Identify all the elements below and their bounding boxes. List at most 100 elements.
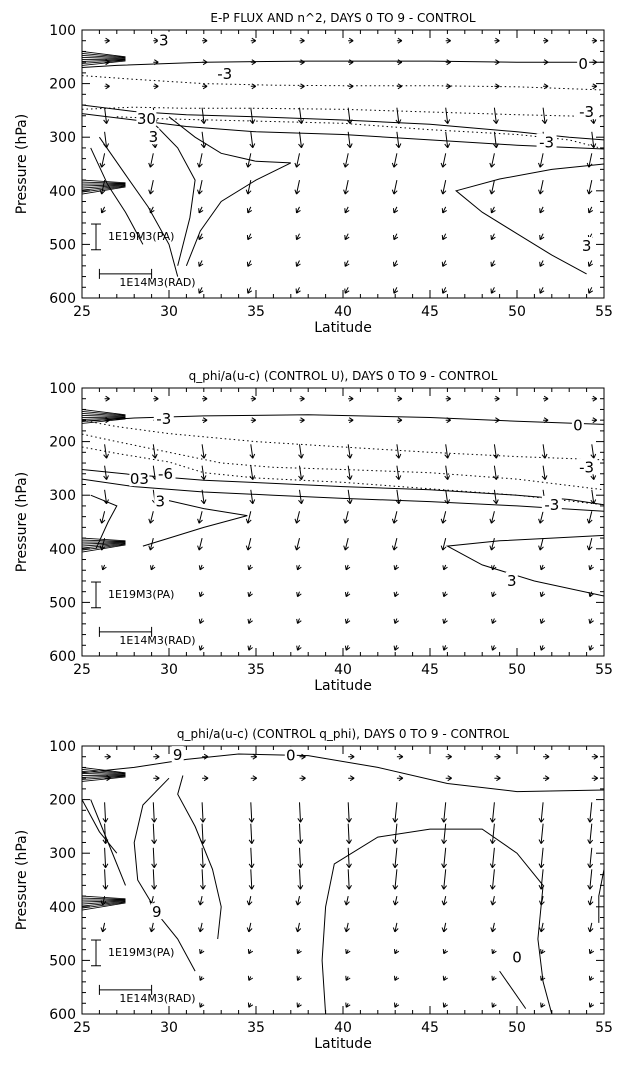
flux-arrow — [104, 37, 110, 44]
contour-label: 3 — [582, 237, 592, 255]
flux-arrow — [153, 37, 159, 44]
contour-line — [82, 753, 604, 793]
flux-arrow — [295, 922, 302, 933]
flux-arrow — [348, 417, 354, 424]
contour-line — [82, 53, 126, 58]
flux-arrow — [494, 37, 500, 44]
flux-arrow — [344, 564, 351, 571]
contour-label-bg — [284, 746, 297, 763]
flux-arrow — [99, 537, 106, 551]
flux-arrow — [200, 107, 207, 125]
contour-line — [82, 415, 126, 417]
flux-arrow — [294, 537, 301, 551]
contour-line — [82, 537, 126, 542]
contour-line — [82, 106, 604, 118]
flux-arrow — [197, 537, 203, 551]
contour-line — [455, 163, 604, 275]
plot-area: 0 9 9 0 — [82, 746, 604, 1014]
flux-arrow — [250, 417, 257, 424]
flux-arrow — [541, 465, 548, 481]
flux-arrow — [150, 564, 156, 571]
contour-line — [82, 775, 126, 778]
flux-arrow — [491, 1002, 497, 1008]
flux-arrow — [586, 153, 593, 168]
flux-arrow — [392, 802, 399, 823]
flux-arrow — [99, 511, 106, 524]
flux-arrow — [441, 823, 447, 845]
flux-arrow — [247, 1002, 254, 1008]
flux-arrow — [543, 83, 549, 90]
flux-arrow — [198, 206, 204, 214]
flux-arrow — [299, 83, 305, 90]
flux-arrow — [346, 489, 353, 505]
flux-arrow — [348, 59, 354, 66]
flux-arrow — [102, 847, 109, 869]
flux-arrow — [348, 753, 355, 760]
flux-arrow — [296, 948, 302, 955]
flux-arrow — [246, 922, 253, 933]
y-axis-label: Pressure (hPa) — [14, 472, 30, 572]
flux-arrow — [202, 83, 208, 90]
flux-arrow — [444, 489, 451, 505]
flux-arrow — [490, 206, 496, 214]
flux-arrow — [539, 564, 546, 571]
flux-arrow — [103, 465, 109, 481]
scale-label-horizontal: 1E14M3(RAD) — [119, 634, 195, 647]
flux-arrow — [245, 179, 252, 195]
contour-line — [151, 120, 196, 266]
contour-label-bg — [536, 133, 557, 150]
flux-arrow — [395, 444, 402, 459]
flux-arrow — [299, 753, 306, 760]
flux-arrow — [538, 802, 545, 823]
contour-line — [82, 417, 126, 420]
flux-arrow — [250, 753, 258, 760]
scale-label-vertical: 1E19M3(PA) — [108, 946, 174, 959]
flux-arrow — [392, 922, 399, 933]
contour-label-bg — [214, 64, 235, 81]
flux-arrow — [587, 895, 594, 906]
flux-arrow — [441, 802, 447, 823]
flux-arrow — [346, 444, 353, 459]
flux-arrow — [149, 206, 155, 214]
flux-arrow — [299, 775, 306, 782]
scale-label-horizontal: 1E14M3(RAD) — [119, 276, 195, 289]
flux-arrow — [444, 465, 451, 481]
flux-arrow — [391, 179, 398, 195]
contour-line — [82, 771, 126, 775]
flux-arrow — [445, 37, 451, 44]
flux-arrow — [250, 59, 257, 66]
flux-arrow — [99, 153, 106, 168]
flux-arrow — [200, 465, 207, 481]
flux-arrow — [391, 511, 398, 524]
contour-line — [177, 775, 222, 940]
y-tick-label: 300 — [49, 846, 76, 862]
contour-line — [82, 895, 126, 900]
flux-arrow — [396, 753, 404, 760]
y-tick-label: 100 — [49, 739, 76, 755]
x-tick-label: 40 — [334, 662, 352, 678]
flux-arrow — [440, 537, 447, 551]
flux-arrow — [538, 511, 544, 524]
flux-arrow — [247, 591, 253, 598]
contour-line — [82, 413, 126, 417]
x-tick-label: 30 — [160, 304, 178, 320]
flux-arrow — [591, 59, 598, 66]
contour-label: 30 — [137, 110, 156, 128]
flux-arrow — [445, 417, 451, 424]
contour-line — [82, 75, 604, 91]
x-tick-label: 55 — [595, 1020, 613, 1036]
y-tick-label: 200 — [49, 435, 76, 451]
contour-label-bg — [511, 948, 523, 965]
flux-arrow — [348, 37, 354, 44]
flux-arrow — [346, 107, 353, 125]
plot-area: 0 -3 -3 -6 03 3 -3 3 — [82, 395, 604, 651]
flux-arrow — [441, 922, 448, 933]
y-tick-label: 400 — [49, 542, 76, 558]
flux-arrow — [345, 948, 351, 955]
flux-arrow — [346, 465, 353, 481]
flux-arrow — [393, 618, 399, 624]
flux-arrow — [441, 895, 448, 906]
flux-arrow — [587, 869, 594, 890]
flux-arrow — [202, 753, 209, 760]
contour-label: 3 — [149, 128, 159, 146]
